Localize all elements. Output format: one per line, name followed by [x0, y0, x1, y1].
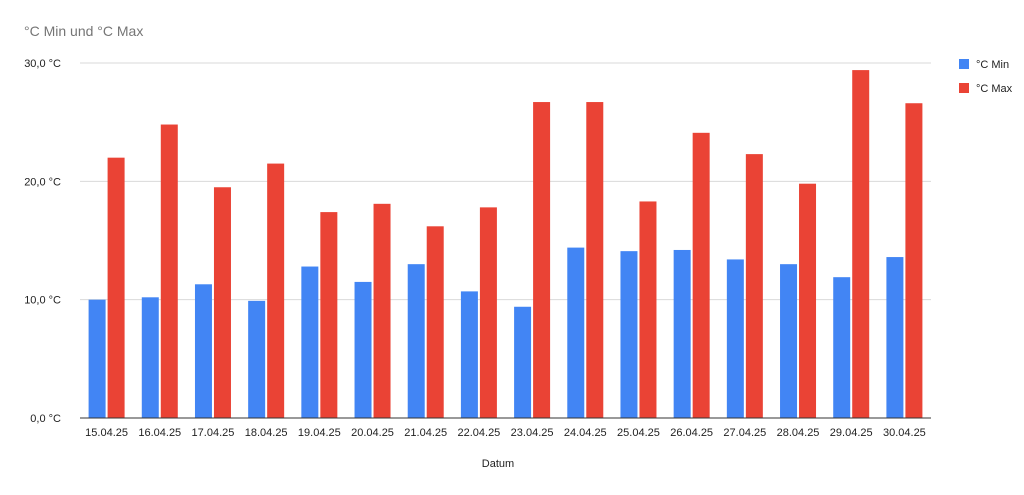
bar-min-20.04.25[interactable]	[354, 281, 372, 418]
bar-max-17.04.25[interactable]	[213, 187, 231, 418]
bar-max-18.04.25[interactable]	[267, 163, 285, 418]
legend[interactable]: °C Min °C Max	[959, 59, 1013, 95]
x-tick-label: 28.04.25	[777, 427, 820, 439]
bar-max-28.04.25[interactable]	[799, 183, 817, 418]
y-axis-ticks: 0,0 °C 10,0 °C 20,0 °C 30,0 °C	[24, 58, 61, 425]
bar-max-16.04.25[interactable]	[160, 124, 178, 419]
x-tick-label: 20.04.25	[351, 427, 394, 439]
x-tick-label: 18.04.25	[245, 427, 288, 439]
x-tick-label: 15.04.25	[85, 427, 128, 439]
legend-label[interactable]: °C Min	[976, 59, 1009, 71]
bar-min-22.04.25[interactable]	[460, 291, 478, 418]
x-tick-label: 30.04.25	[883, 427, 926, 439]
legend-swatch[interactable]	[959, 83, 969, 93]
bar-max-24.04.25[interactable]	[586, 102, 604, 419]
x-tick-label: 25.04.25	[617, 427, 660, 439]
y-tick-label: 20,0 °C	[24, 176, 61, 188]
bar-max-21.04.25[interactable]	[426, 226, 444, 418]
legend-swatch[interactable]	[959, 59, 969, 69]
bar-min-29.04.25[interactable]	[833, 277, 851, 418]
bars	[88, 70, 923, 419]
x-tick-label: 17.04.25	[192, 427, 235, 439]
bar-max-25.04.25[interactable]	[639, 201, 657, 418]
x-tick-label: 26.04.25	[670, 427, 713, 439]
bar-min-18.04.25[interactable]	[248, 300, 266, 418]
bar-max-30.04.25[interactable]	[905, 103, 923, 418]
bar-min-28.04.25[interactable]	[780, 264, 798, 418]
bar-min-30.04.25[interactable]	[886, 257, 904, 418]
bar-max-29.04.25[interactable]	[852, 70, 870, 418]
bar-min-26.04.25[interactable]	[673, 249, 691, 418]
bar-max-19.04.25[interactable]	[320, 212, 338, 418]
bar-min-27.04.25[interactable]	[726, 259, 744, 418]
bar-min-15.04.25[interactable]	[88, 299, 106, 418]
bar-max-26.04.25[interactable]	[692, 132, 710, 419]
legend-label[interactable]: °C Max	[976, 83, 1013, 95]
y-tick-label: 10,0 °C	[24, 295, 61, 307]
x-tick-label: 22.04.25	[457, 427, 500, 439]
bar-max-27.04.25[interactable]	[745, 154, 763, 418]
y-tick-label: 30,0 °C	[24, 58, 61, 70]
bar-max-15.04.25[interactable]	[107, 157, 125, 418]
bar-min-23.04.25[interactable]	[514, 306, 532, 418]
bar-min-17.04.25[interactable]	[194, 284, 212, 418]
chart-title: °C Min und °C Max	[24, 23, 143, 39]
bar-min-24.04.25[interactable]	[567, 247, 585, 418]
x-axis-ticks: 15.04.25 16.04.25 17.04.25 18.04.25 19.04.25…	[85, 427, 926, 439]
bar-min-19.04.25[interactable]	[301, 266, 319, 418]
bar-max-20.04.25[interactable]	[373, 203, 391, 418]
bar-max-22.04.25[interactable]	[479, 207, 497, 418]
bar-min-16.04.25[interactable]	[141, 297, 159, 418]
y-tick-label: 0,0 °C	[30, 413, 61, 425]
bar-min-25.04.25[interactable]	[620, 251, 638, 418]
bar-min-21.04.25[interactable]	[407, 264, 425, 418]
x-axis-label: Datum	[482, 458, 514, 470]
x-tick-label: 24.04.25	[564, 427, 607, 439]
x-tick-label: 29.04.25	[830, 427, 873, 439]
x-tick-label: 16.04.25	[138, 427, 181, 439]
bar-max-23.04.25[interactable]	[533, 102, 551, 419]
x-tick-label: 19.04.25	[298, 427, 341, 439]
x-tick-label: 21.04.25	[404, 427, 447, 439]
x-tick-label: 23.04.25	[511, 427, 554, 439]
x-tick-label: 27.04.25	[723, 427, 766, 439]
